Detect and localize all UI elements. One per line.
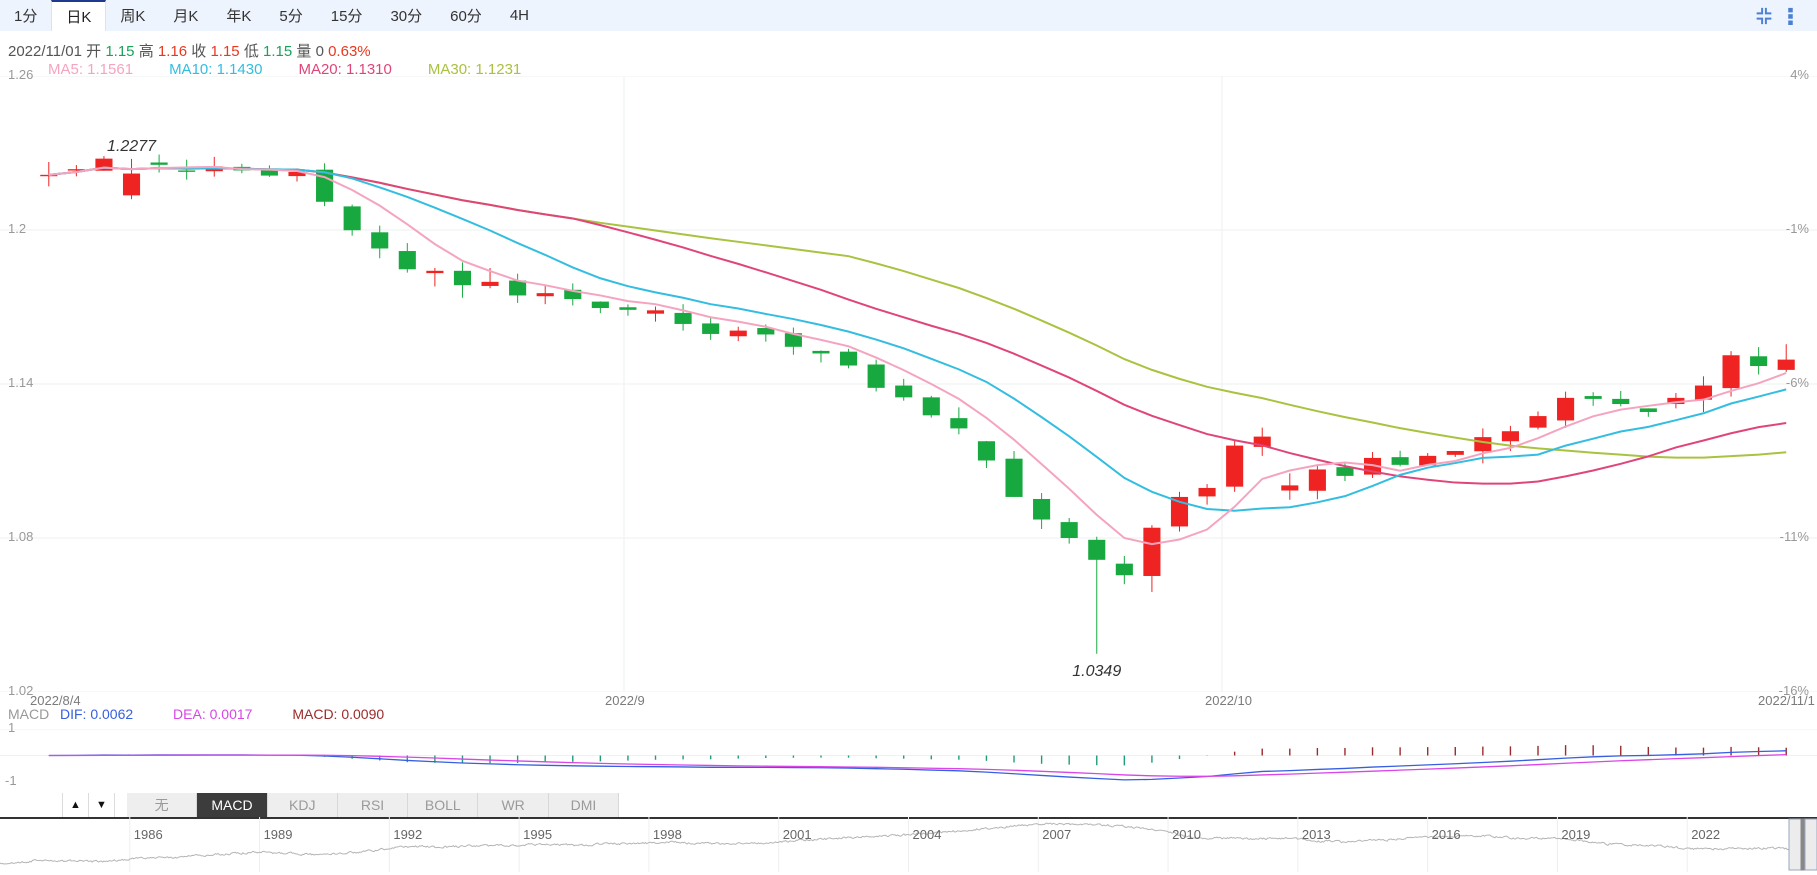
svg-text:1.2277: 1.2277	[107, 138, 157, 155]
svg-text:1.0349: 1.0349	[1072, 663, 1121, 680]
